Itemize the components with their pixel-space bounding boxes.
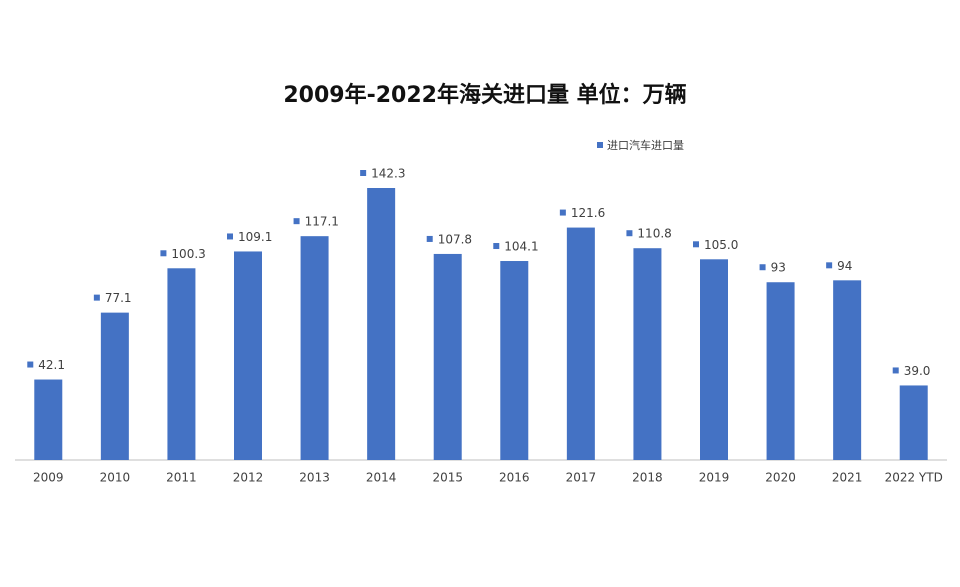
value-label: 117.1 xyxy=(305,215,339,229)
value-label: 105.0 xyxy=(704,238,738,252)
x-tick-label: 2021 xyxy=(832,471,863,485)
label-key xyxy=(626,230,633,237)
label-key xyxy=(693,241,699,248)
bar xyxy=(700,259,728,460)
bar xyxy=(367,188,396,460)
label-key xyxy=(559,209,566,216)
label-key xyxy=(227,233,233,240)
value-label: 110.8 xyxy=(637,227,671,241)
x-tick-label: 2013 xyxy=(299,471,330,485)
chart-title: 2009年-2022年海关进口量 单位：万辆 xyxy=(283,82,686,108)
x-tick-label: 2016 xyxy=(499,471,530,485)
bar xyxy=(833,280,862,460)
value-label: 39.0 xyxy=(904,364,931,378)
label-key xyxy=(493,243,500,250)
x-tick-label: 2011 xyxy=(166,471,197,485)
value-label: 100.3 xyxy=(171,247,205,261)
value-label: 93 xyxy=(771,261,786,275)
x-tick-label: 2009 xyxy=(33,471,64,485)
bar xyxy=(234,251,262,460)
x-tick-label: 2010 xyxy=(100,471,131,485)
label-key xyxy=(293,218,300,225)
value-label: 109.1 xyxy=(238,230,272,244)
bar xyxy=(766,282,795,460)
x-tick-label: 2018 xyxy=(632,471,663,485)
legend-key xyxy=(597,142,603,148)
x-tick-label: 2014 xyxy=(366,471,397,485)
label-key xyxy=(426,235,433,242)
label-key xyxy=(826,262,833,269)
bar xyxy=(633,248,662,460)
label-key xyxy=(759,264,766,271)
label-key xyxy=(27,361,34,368)
bar xyxy=(300,236,329,460)
value-label: 94 xyxy=(837,259,852,273)
bar xyxy=(34,379,63,460)
label-key xyxy=(892,367,899,374)
bar xyxy=(100,312,129,460)
x-tick-label: 2017 xyxy=(566,471,597,485)
bar xyxy=(899,385,928,460)
x-tick-label: 2022 YTD xyxy=(885,471,943,485)
bar xyxy=(566,227,595,460)
value-label: 42.1 xyxy=(38,358,65,372)
label-key xyxy=(93,294,100,301)
value-label: 107.8 xyxy=(438,232,472,246)
legend-label: 进口汽车进口量 xyxy=(607,138,684,152)
label-key xyxy=(160,250,167,257)
x-tick-label: 2020 xyxy=(765,471,796,485)
value-label: 104.1 xyxy=(504,240,538,254)
value-label: 77.1 xyxy=(105,291,132,305)
value-label: 142.3 xyxy=(371,167,405,181)
label-key xyxy=(360,170,367,176)
bar xyxy=(500,261,529,460)
x-tick-label: 2012 xyxy=(233,471,264,485)
x-tick-label: 2019 xyxy=(699,471,730,485)
value-label: 121.6 xyxy=(571,206,605,220)
bar xyxy=(167,268,196,460)
bar xyxy=(433,253,462,460)
x-tick-label: 2015 xyxy=(432,471,463,485)
